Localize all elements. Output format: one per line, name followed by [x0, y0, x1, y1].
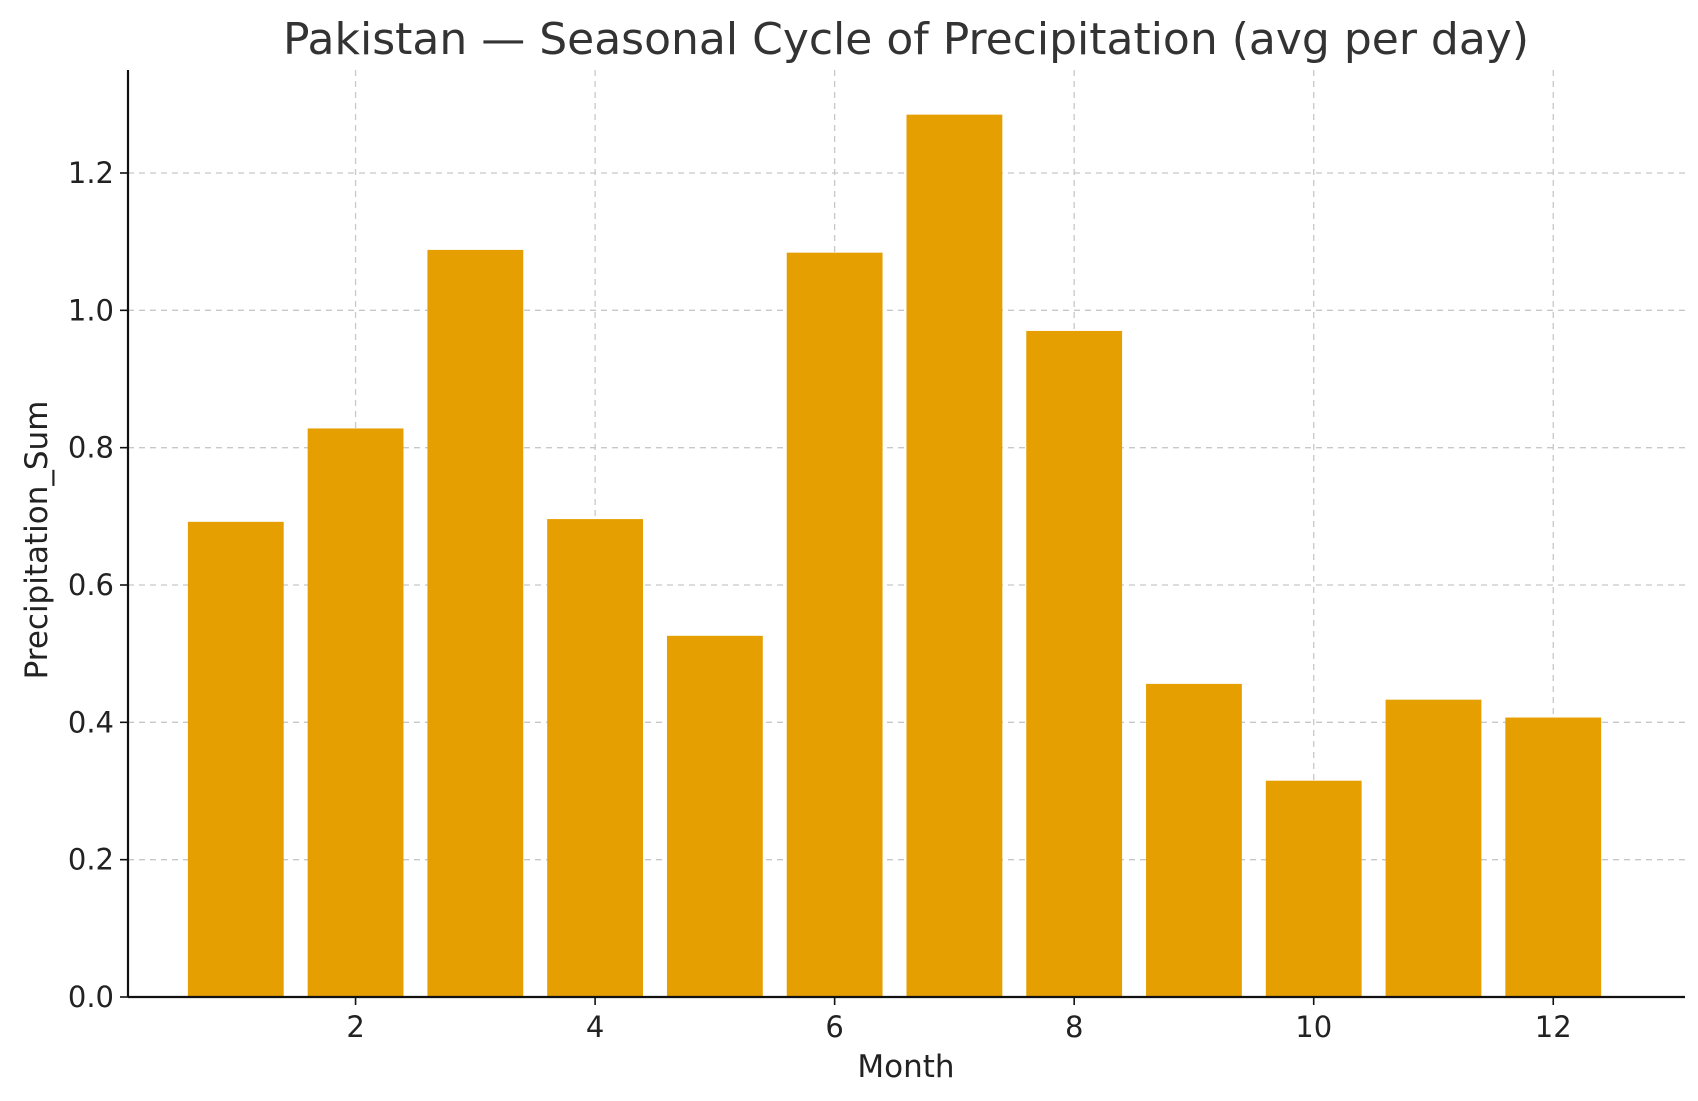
x-tick-label-2: 6 — [825, 1010, 843, 1044]
bars — [187, 114, 1602, 998]
bar-month-9 — [1146, 683, 1242, 997]
bar-month-7 — [906, 114, 1003, 998]
y-tick-label-2: 0.4 — [68, 705, 114, 739]
bar-month-3 — [427, 249, 524, 997]
x-tick-label-5: 12 — [1535, 1010, 1572, 1044]
chart-title: Pakistan — Seasonal Cycle of Precipitati… — [283, 14, 1529, 65]
y-axis-label: Precipitation_Sum — [19, 401, 55, 680]
bar-month-5 — [666, 635, 763, 997]
y-tick-label-3: 0.6 — [68, 568, 114, 602]
x-axis-label: Month — [857, 1049, 954, 1085]
bar-month-4 — [547, 519, 644, 997]
y-tick-label-6: 1.2 — [68, 156, 114, 190]
bar-month-1 — [187, 521, 284, 997]
x-tick-label-4: 10 — [1295, 1010, 1332, 1044]
axes — [126, 70, 1685, 999]
y-tick-label-5: 1.0 — [68, 293, 114, 327]
bar-month-6 — [786, 252, 883, 998]
y-tick-label-1: 0.2 — [68, 843, 114, 877]
x-tick-label-1: 4 — [586, 1010, 604, 1044]
ticks: 2 4 6 8 10 12 0.0 0.2 0.4 0.6 0.8 1.0 1.2 — [68, 156, 1572, 1044]
y-tick-label-0: 0.0 — [68, 980, 114, 1014]
bar-month-10 — [1265, 780, 1362, 997]
bar-month-8 — [1026, 330, 1123, 997]
x-tick-label-0: 2 — [346, 1010, 364, 1044]
bar-month-11 — [1385, 699, 1482, 997]
bar-month-12 — [1505, 717, 1602, 997]
bar-month-2 — [307, 428, 404, 997]
x-tick-label-3: 8 — [1065, 1010, 1083, 1044]
y-tick-label-4: 0.8 — [68, 431, 114, 465]
